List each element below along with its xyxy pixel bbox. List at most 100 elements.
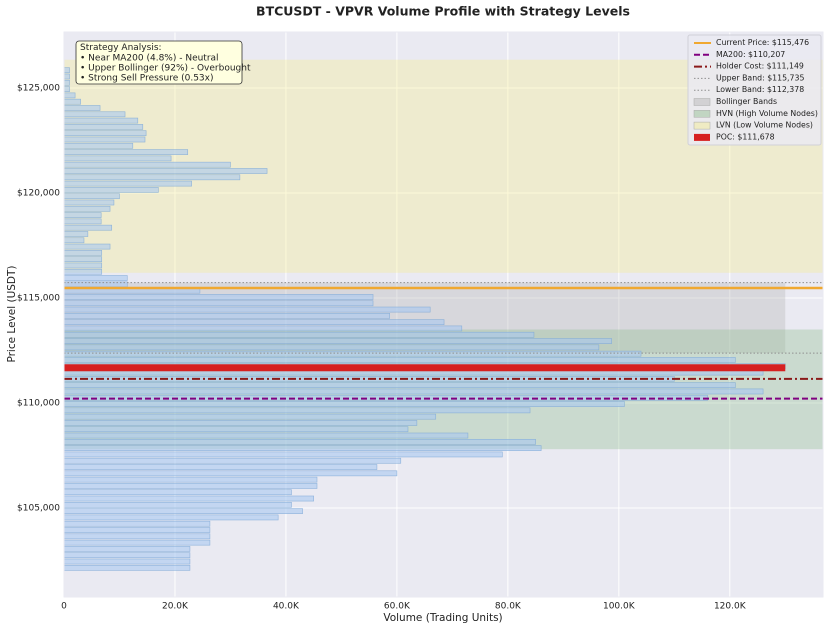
legend-box (687, 34, 822, 146)
bar (63, 546, 191, 552)
legend-label: Lower Band: $112,378 (716, 85, 804, 94)
bar (63, 136, 146, 143)
bar (63, 256, 103, 263)
bar (63, 205, 111, 212)
bar (63, 407, 531, 414)
y-tick-label: $120,000 (17, 189, 60, 199)
bar (63, 501, 292, 508)
bar (63, 224, 113, 231)
bar (63, 98, 81, 105)
bar (63, 558, 191, 565)
bar (63, 142, 134, 149)
bar (63, 250, 103, 256)
bar (63, 338, 612, 344)
bar (63, 432, 469, 439)
bar (63, 237, 85, 244)
legend-label: Upper Band: $115,735 (716, 73, 804, 82)
bar (63, 149, 189, 155)
bar (63, 117, 139, 124)
bar (63, 262, 103, 269)
x-tick-label: 120.0K (714, 602, 747, 612)
legend-label: LVN (Low Volume Nodes) (716, 121, 813, 130)
bar (63, 564, 191, 571)
y-tick-label: $105,000 (17, 503, 60, 513)
bar (63, 92, 76, 99)
bar (63, 300, 374, 307)
legend-label: POC: $111,678 (716, 132, 775, 141)
bar (63, 350, 642, 357)
legend-swatch (693, 110, 711, 118)
legend-swatch (693, 98, 711, 106)
bar (63, 124, 144, 130)
bar (63, 130, 147, 137)
bar (63, 73, 70, 80)
bar (63, 180, 192, 187)
bar (63, 331, 535, 338)
x-tick-label: 60.0K (384, 602, 411, 612)
bar (63, 294, 374, 300)
x-tick-label: 20.0K (162, 602, 189, 612)
bar (63, 489, 292, 496)
poc-bar (64, 364, 786, 372)
bar (63, 243, 111, 250)
y-tick-label: $110,000 (17, 398, 60, 408)
legend-label: Holder Cost: $111,149 (716, 62, 804, 71)
bar (63, 275, 128, 281)
bar (63, 457, 402, 464)
bar (63, 319, 445, 326)
bar (63, 527, 211, 533)
legend-label: HVN (High Volume Nodes) (716, 109, 818, 118)
bar (63, 539, 211, 546)
annotation-line: • Near MA200 (4.8%) - Neutral (80, 54, 219, 64)
x-tick-label: 40.0K (273, 602, 300, 612)
bar (63, 413, 437, 420)
legend-label: Bollinger Bands (716, 97, 777, 106)
bar (63, 445, 542, 451)
annotation-line: • Upper Bollinger (92%) - Overbought (80, 64, 251, 74)
bar (63, 514, 279, 521)
x-tick-label: 0 (61, 602, 67, 612)
x-tick-label: 80.0K (495, 602, 522, 612)
bar (63, 187, 159, 193)
bar (63, 401, 625, 407)
bar (63, 476, 318, 483)
annotation-line: • Strong Sell Pressure (0.53x) (80, 74, 214, 84)
bar (63, 533, 211, 540)
bar (63, 388, 764, 395)
bar (63, 325, 463, 332)
bar (63, 438, 536, 445)
bar (63, 451, 503, 458)
bar (63, 306, 431, 313)
bar (63, 268, 103, 275)
bar (63, 212, 102, 218)
legend-swatch (694, 133, 710, 141)
bar (63, 520, 211, 527)
bar (63, 161, 231, 168)
bar (63, 483, 318, 489)
y-axis-label: Price Level (USDT) (6, 265, 18, 362)
plot-frame (63, 31, 824, 598)
bar (63, 508, 303, 514)
bar (63, 111, 126, 118)
bar (63, 344, 600, 351)
bar (63, 168, 268, 174)
bar (63, 105, 101, 111)
bar (63, 174, 241, 181)
bar (63, 394, 708, 401)
y-tick-label: $125,000 (17, 84, 60, 94)
bar (63, 464, 378, 470)
bar (63, 426, 409, 433)
legend-swatch (693, 121, 711, 130)
bar (63, 382, 736, 389)
bar (63, 86, 70, 92)
bar (63, 231, 89, 237)
bar (63, 67, 70, 74)
y-tick-label: $115,000 (17, 294, 60, 304)
bar (63, 313, 390, 319)
bar (63, 495, 314, 502)
annotation-title: Strategy Analysis: (80, 43, 162, 53)
chart-title: BTCUSDT - VPVR Volume Profile with Strat… (256, 4, 630, 19)
x-tick-label: 100.0K (603, 602, 636, 612)
bar (63, 357, 736, 363)
